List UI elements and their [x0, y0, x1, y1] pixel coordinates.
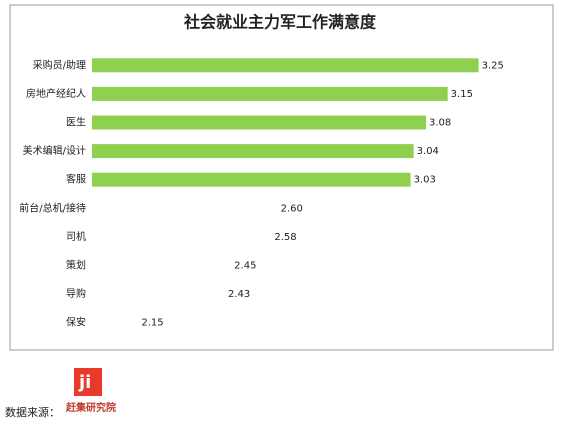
value-label: 3.04: [417, 146, 439, 157]
logo-icon: [74, 368, 102, 396]
value-label: 2.60: [281, 203, 303, 214]
y-tick-label: 司机: [66, 230, 86, 243]
logo-text: 赶集研究院: [65, 401, 116, 414]
y-tick-label: 客服: [66, 173, 86, 186]
y-tick-label: 美术编辑/设计: [23, 144, 86, 157]
bar: [92, 58, 479, 73]
value-label: 2.43: [228, 289, 250, 300]
bar: [92, 172, 411, 187]
value-label: 2.45: [234, 261, 256, 272]
y-tick-label: 策划: [66, 259, 86, 272]
logo-mark: ji: [78, 372, 91, 393]
bar: [92, 86, 448, 101]
bar: [92, 258, 232, 273]
value-label: 2.58: [274, 232, 296, 243]
y-tick-label: 导购: [66, 287, 86, 300]
y-tick-label: 保安: [66, 316, 86, 329]
bar: [92, 115, 427, 130]
y-tick-label: 医生: [66, 116, 86, 129]
chart-title: 社会就业主力军工作满意度: [183, 13, 377, 32]
value-label: 2.15: [141, 318, 163, 329]
value-label: 3.03: [414, 175, 436, 186]
value-label: 3.08: [429, 118, 451, 129]
value-label: 3.25: [482, 60, 504, 71]
y-tick-label: 房地产经纪人: [26, 87, 86, 100]
y-tick-label: 前台/总机/接待: [19, 201, 86, 214]
bar: [92, 144, 414, 159]
bar: [92, 229, 272, 244]
bar: [92, 201, 278, 216]
bar: [92, 287, 225, 302]
source-label: 数据来源：: [5, 405, 60, 419]
value-label: 3.15: [451, 89, 473, 100]
y-tick-label: 采购员/助理: [33, 58, 86, 71]
bar: [92, 315, 139, 330]
